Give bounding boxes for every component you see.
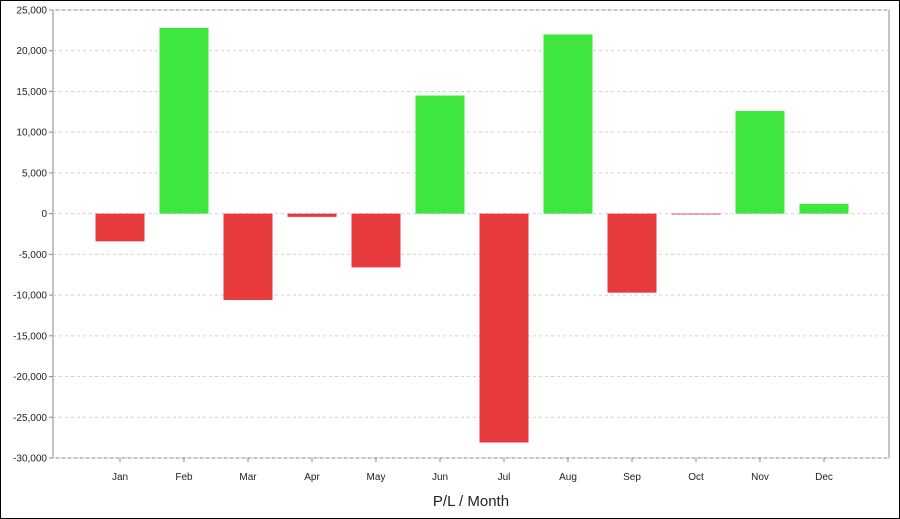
x-tick-label: Jul <box>498 472 511 483</box>
bar-oct <box>671 213 721 215</box>
bar-nov <box>735 111 785 214</box>
x-tick-label: Jun <box>432 472 448 483</box>
y-tick-label: -25,000 <box>13 413 47 424</box>
bars <box>95 27 849 443</box>
x-axis-ticks: Jan Feb Mar Apr May Jun Jul Aug Sep Oct Nov Dec <box>112 458 833 483</box>
x-tick-label: Oct <box>688 472 704 483</box>
y-tick-label: 20,000 <box>16 46 47 57</box>
bar-mar <box>223 213 273 300</box>
bar-jan <box>95 213 145 242</box>
y-tick-label: -15,000 <box>13 331 47 342</box>
x-tick-label: May <box>367 472 386 483</box>
x-tick-label: Jan <box>112 472 128 483</box>
x-tick-label: Apr <box>304 472 320 483</box>
y-tick-label: 15,000 <box>16 87 47 98</box>
y-tick-label: 10,000 <box>16 128 47 139</box>
x-tick-label: Dec <box>815 472 833 483</box>
bar-apr <box>287 213 337 217</box>
y-tick-label: -5,000 <box>19 250 48 261</box>
x-axis-title: P/L / Month <box>433 493 509 510</box>
y-axis-ticks: 25,000 20,000 15,000 10,000 5,000 0 -5,000 -10,… <box>13 6 53 465</box>
y-tick-label: 0 <box>41 209 47 220</box>
x-tick-label: Mar <box>239 472 257 483</box>
x-tick-label: Sep <box>623 472 641 483</box>
bar-feb <box>159 27 209 214</box>
y-tick-label: -10,000 <box>13 291 47 302</box>
x-tick-label: Aug <box>559 472 577 483</box>
bar-may <box>351 213 401 268</box>
bar-jul <box>479 213 529 443</box>
y-tick-label: 5,000 <box>22 168 47 179</box>
y-tick-label: -20,000 <box>13 372 47 383</box>
bar-sep <box>607 213 657 293</box>
bar-aug <box>543 34 593 214</box>
bar-dec <box>799 203 849 214</box>
x-tick-label: Feb <box>175 472 193 483</box>
bar-jun <box>415 95 465 214</box>
x-tick-label: Nov <box>751 472 769 483</box>
y-tick-label: -30,000 <box>13 454 47 465</box>
y-tick-label: 25,000 <box>16 6 47 17</box>
